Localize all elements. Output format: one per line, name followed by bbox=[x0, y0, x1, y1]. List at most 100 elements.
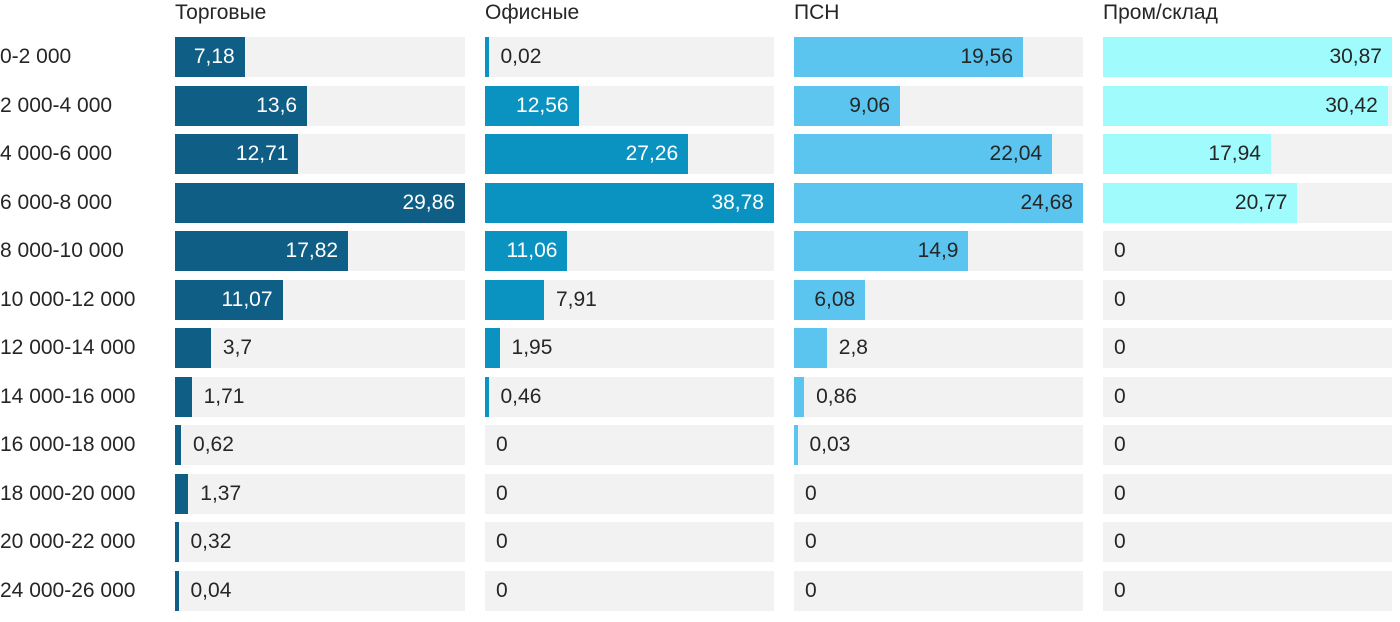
bar-track: 24,68 bbox=[794, 182, 1083, 223]
bar-track: 0,62 bbox=[175, 425, 465, 465]
bar-value-label: 0 bbox=[496, 433, 508, 456]
bar bbox=[175, 85, 308, 126]
row-label: 0-2 000 bbox=[0, 45, 72, 68]
bar-track: 1,37 bbox=[175, 473, 465, 514]
bar-value-label: 7,91 bbox=[555, 287, 597, 311]
bar bbox=[485, 328, 500, 368]
bar-track: 3,7 bbox=[175, 328, 465, 368]
row-label: 8 000-10 000 bbox=[0, 239, 124, 262]
bar-value-label: 11,06 bbox=[506, 239, 558, 262]
row-label: 24 000-26 000 bbox=[0, 578, 136, 602]
bar-value-label: 0 bbox=[805, 481, 817, 505]
bar-track: 17,94 bbox=[1103, 134, 1392, 174]
bar-value-label: 0 bbox=[496, 481, 508, 505]
bar-value-label: 14,9 bbox=[917, 239, 959, 262]
bar bbox=[794, 182, 1083, 223]
bar bbox=[175, 182, 465, 223]
bar-track: 27,26 bbox=[485, 134, 774, 174]
bar-value-label: 0,04 bbox=[190, 578, 232, 602]
bar-value-label: 0 bbox=[805, 530, 817, 553]
bar-track: 0,46 bbox=[485, 376, 774, 417]
bar bbox=[485, 182, 774, 223]
bar-track: 20,77 bbox=[1103, 182, 1392, 223]
row-label: 6 000-8 000 bbox=[0, 190, 113, 214]
bar-track: 7,91 bbox=[485, 279, 774, 320]
bar-value-label: 0,32 bbox=[190, 530, 232, 553]
bar-track: 0 bbox=[794, 522, 1083, 562]
bar bbox=[175, 279, 283, 320]
bar-value-label: 12,56 bbox=[516, 93, 569, 117]
bar-track: 1,95 bbox=[485, 328, 774, 368]
bar-value-label: 29,86 bbox=[402, 190, 455, 214]
bar-value-label: 22,04 bbox=[989, 142, 1043, 165]
bar-track: 0 bbox=[485, 570, 774, 611]
bar bbox=[175, 522, 179, 562]
column-header: Торговые bbox=[175, 1, 267, 24]
column-header: Офисные bbox=[485, 1, 580, 24]
bar-value-label: 24,68 bbox=[1020, 190, 1073, 214]
bar-value-label: 1,71 bbox=[203, 384, 245, 408]
bar-track: 0,03 bbox=[794, 425, 1083, 465]
bar bbox=[485, 231, 568, 271]
bar-value-label: 0 bbox=[1114, 530, 1126, 553]
bar bbox=[794, 376, 805, 417]
bar-value-label: 0,46 bbox=[500, 384, 542, 408]
row-label: 16 000-18 000 bbox=[0, 433, 136, 456]
bar-track: 12,71 bbox=[175, 134, 465, 174]
bar-value-label: 30,42 bbox=[1325, 93, 1378, 117]
bar-track: 0,02 bbox=[485, 37, 774, 77]
bar-track: 0 bbox=[1103, 425, 1392, 465]
bar-value-label: 0,02 bbox=[500, 45, 542, 68]
bar-track: 30,42 bbox=[1103, 85, 1392, 126]
bar-track: 12,56 bbox=[485, 85, 774, 126]
bar-track: 0,86 bbox=[794, 376, 1083, 417]
bar-track: 0 bbox=[485, 425, 774, 465]
row-label: 18 000-20 000 bbox=[0, 481, 136, 505]
bar-track: 0 bbox=[1103, 231, 1392, 271]
bar bbox=[175, 425, 182, 465]
bar-track: 11,07 bbox=[175, 279, 465, 320]
bar bbox=[794, 279, 866, 320]
bar-track: 2,8 bbox=[794, 328, 1083, 368]
bar-value-label: 0,03 bbox=[809, 433, 851, 456]
bar-value-label: 1,37 bbox=[200, 481, 242, 505]
bar-track: 11,06 bbox=[485, 231, 774, 271]
bar-value-label: 3,7 bbox=[222, 336, 253, 359]
bar-value-label: 7,18 bbox=[193, 45, 235, 68]
bar-value-label: 19,56 bbox=[960, 45, 1014, 68]
bar-value-label: 0,86 bbox=[816, 384, 857, 408]
bar-value-label: 0 bbox=[1114, 239, 1126, 262]
bar-value-label: 0,62 bbox=[193, 433, 234, 456]
bar-track: 7,18 bbox=[175, 37, 465, 77]
bar-value-label: 0 bbox=[1114, 433, 1126, 456]
bar bbox=[175, 231, 349, 271]
bar-track: 0,32 bbox=[175, 522, 465, 562]
bar bbox=[175, 328, 211, 368]
bar-track: 0 bbox=[1103, 279, 1392, 320]
bar bbox=[1103, 182, 1298, 223]
bar-track: 30,87 bbox=[1103, 37, 1392, 77]
bar-track: 14,9 bbox=[794, 231, 1083, 271]
bar bbox=[1103, 134, 1271, 174]
bar bbox=[1103, 37, 1392, 77]
row-label: 14 000-16 000 bbox=[0, 384, 136, 408]
bar-track: 0 bbox=[1103, 522, 1392, 562]
column-header: ПСН bbox=[794, 1, 840, 24]
bar-track: 1,71 bbox=[175, 376, 465, 417]
bar-track: 0 bbox=[485, 473, 774, 514]
bar bbox=[485, 279, 544, 320]
bar-value-label: 20,77 bbox=[1234, 190, 1288, 214]
bar bbox=[485, 134, 689, 174]
bar-value-label: 2,8 bbox=[838, 336, 868, 359]
bar-value-label: 0 bbox=[1114, 481, 1126, 505]
bar-value-label: 27,26 bbox=[625, 142, 679, 165]
row-label: 20 000-22 000 bbox=[0, 530, 136, 553]
row-label: 2 000-4 000 bbox=[0, 93, 113, 117]
bar-track: 0 bbox=[1103, 570, 1392, 611]
bar-track: 0,04 bbox=[175, 570, 465, 611]
bar bbox=[175, 37, 245, 77]
bar-track: 0 bbox=[1103, 473, 1392, 514]
bar-track: 22,04 bbox=[794, 134, 1083, 174]
bar-value-label: 0 bbox=[1114, 287, 1126, 311]
